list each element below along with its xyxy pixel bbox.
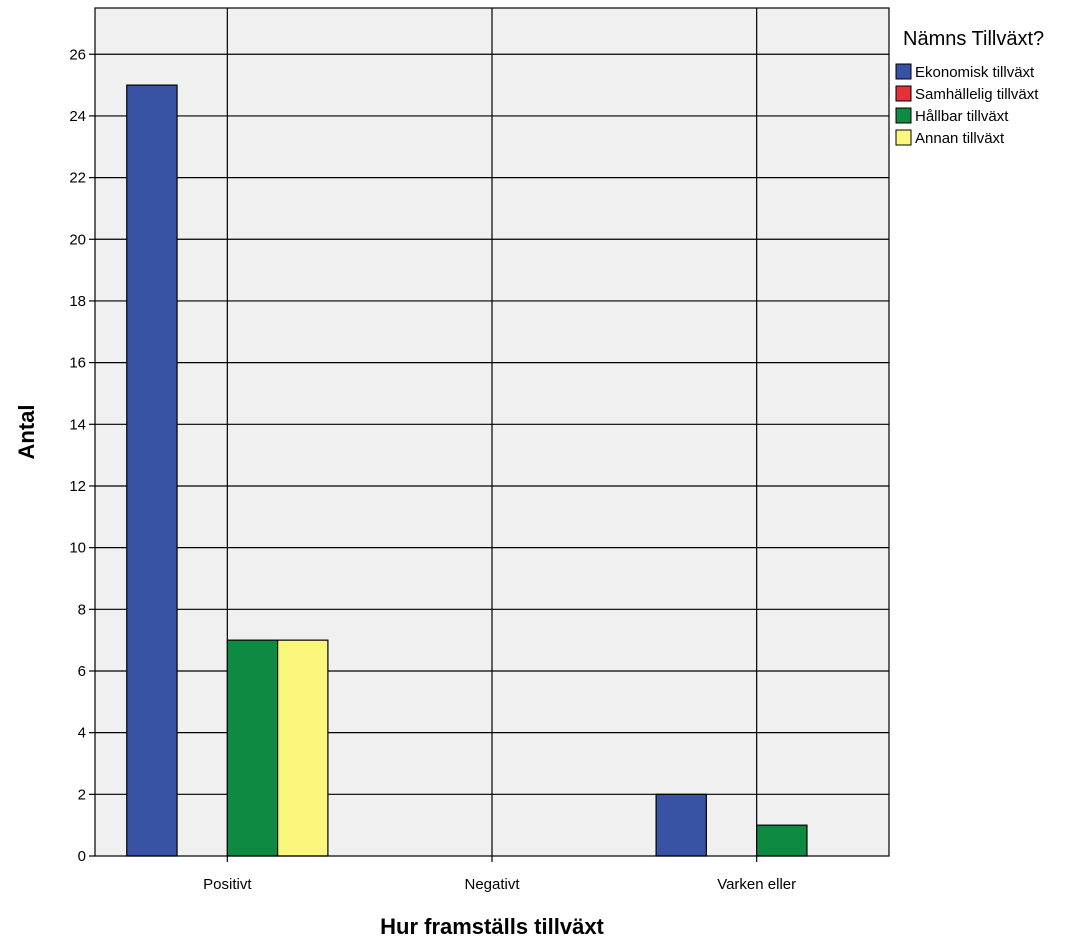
bar-h-llbar-tillv-xt — [756, 824, 808, 857]
legend-swatch — [895, 129, 912, 146]
bars — [126, 84, 808, 857]
x-tick-label: Varken eller — [717, 876, 796, 893]
legend-entry-label: Samhällelig tillväxt — [915, 86, 1039, 103]
legend-entry-label: Ekonomisk tillväxt — [915, 64, 1035, 81]
y-axis-title: Antal — [14, 405, 39, 460]
y-tick-label: 10 — [69, 540, 86, 557]
legend-swatch — [895, 107, 912, 124]
legend-swatch — [895, 63, 912, 80]
y-tick-label: 2 — [78, 786, 86, 803]
bar-ekonomisk-tillv-xt — [655, 793, 707, 857]
y-tick-label: 18 — [69, 293, 86, 310]
legend: Nämns Tillväxt? Ekonomisk tillväxt Samhäl… — [895, 28, 1044, 147]
y-tick-label: 14 — [69, 416, 86, 433]
y-tick-label: 12 — [69, 478, 86, 495]
bar-ekonomisk-tillv-xt — [126, 84, 178, 857]
legend-entry-label: Annan tillväxt — [915, 130, 1005, 147]
x-axis: Positivt Negativt Varken eller — [203, 856, 796, 893]
y-tick-label: 26 — [69, 46, 86, 63]
y-tick-label: 22 — [69, 170, 86, 187]
legend-title: Nämns Tillväxt? — [903, 28, 1044, 50]
y-tick-label: 8 — [78, 601, 86, 618]
legend-entry-label: Hållbar tillväxt — [915, 108, 1009, 125]
x-tick-label: Positivt — [203, 876, 252, 893]
y-tick-label: 4 — [78, 725, 86, 742]
y-tick-label: 20 — [69, 231, 86, 248]
y-tick-label: 0 — [78, 848, 86, 865]
bar-h-llbar-tillv-xt — [226, 639, 279, 857]
legend-swatch — [895, 85, 912, 102]
y-tick-label: 16 — [69, 355, 86, 372]
x-tick-label: Negativt — [464, 876, 520, 893]
y-tick-label: 6 — [78, 663, 86, 680]
x-axis-title: Hur framställs tillväxt — [380, 914, 604, 939]
y-tick-label: 24 — [69, 108, 86, 125]
bar-annan-tillv-xt — [277, 639, 329, 857]
